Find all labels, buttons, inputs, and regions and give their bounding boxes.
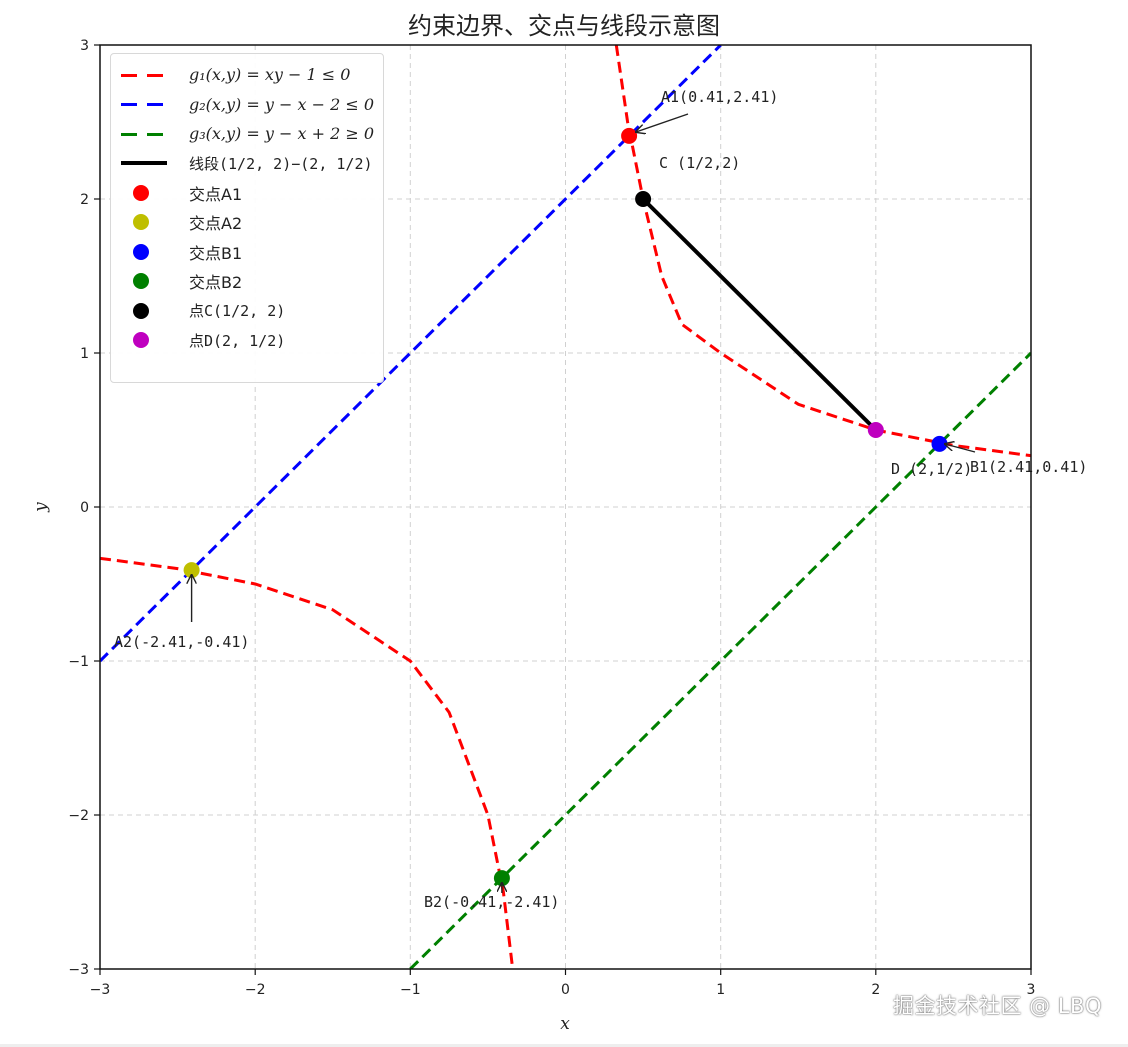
bottom-divider (0, 1044, 1128, 1047)
point-a1 (621, 127, 638, 144)
point-d (867, 422, 884, 438)
y-tick-label: 2 (80, 192, 89, 208)
x-axis-label: x (560, 1014, 570, 1034)
green-dashed-line-icon (119, 124, 179, 144)
legend-item-segment: 线段(1/2, 2)−(2, 1/2) (111, 149, 383, 179)
x-tick-label: −3 (90, 982, 111, 998)
arrow-b1 (945, 444, 976, 453)
legend: g₁(x,y) = xy − 1 ≤ 0 g₂(x,y) = y − x − 2… (110, 53, 384, 383)
x-tick-label: −1 (400, 982, 421, 998)
black-solid-line-icon (119, 153, 179, 173)
x-tick-label: 1 (716, 982, 725, 998)
yellow-dot-icon (119, 212, 179, 232)
legend-item-g2: g₂(x,y) = y − x − 2 ≤ 0 (111, 90, 383, 120)
annotation-a1: A1(0.41,2.41) (661, 88, 778, 106)
y-tick-label: 0 (80, 500, 89, 516)
y-ticks (94, 44, 100, 970)
x-ticks (99, 969, 1032, 975)
blue-dot-icon (119, 242, 179, 262)
g1-curve-left (100, 556, 515, 969)
g1-curve-right (614, 45, 1031, 458)
annotation-c: C (1/2,2) (659, 154, 740, 172)
y-tick-label: 1 (80, 346, 89, 362)
legend-item-g1: g₁(x,y) = xy − 1 ≤ 0 (111, 60, 383, 90)
x-tick-label: 3 (1027, 982, 1036, 998)
g2-line (100, 45, 722, 663)
annotation-b2: B2(-0.41,-2.41) (424, 893, 559, 911)
black-dot-icon (119, 301, 179, 321)
x-tick-label: 0 (561, 982, 570, 998)
legend-item-a2: 交点A2 (111, 208, 383, 238)
y-axis-label: y (31, 502, 51, 513)
annotation-a2: A2(-2.41,-0.41) (114, 633, 249, 651)
legend-item-a1: 交点A1 (111, 178, 383, 208)
blue-dashed-line-icon (119, 94, 179, 114)
segment-c-d (641, 197, 878, 432)
arrow-a1 (636, 113, 689, 132)
legend-item-b2: 交点B2 (111, 267, 383, 297)
point-c (635, 191, 652, 207)
annotation-d: D (2,1/2) (891, 460, 972, 478)
legend-item-c: 点C(1/2, 2) (111, 296, 383, 326)
y-tick-label: −1 (68, 654, 89, 670)
g3-line (409, 351, 1031, 969)
watermark: 掘金技术社区 @ LBQ (893, 994, 1102, 1018)
chart-title: 约束边界、交点与线段示意图 (408, 12, 720, 40)
magenta-dot-icon (119, 330, 179, 350)
red-dot-icon (119, 183, 179, 203)
green-dot-icon (119, 271, 179, 291)
y-tick-label: −3 (68, 962, 89, 978)
legend-item-d: 点D(2, 1/2) (111, 326, 383, 356)
legend-item-b1: 交点B1 (111, 237, 383, 267)
y-tick-label: 3 (80, 38, 89, 54)
red-dashed-line-icon (119, 65, 179, 85)
x-tick-label: 2 (871, 982, 880, 998)
legend-item-g3: g₃(x,y) = y − x + 2 ≥ 0 (111, 119, 383, 149)
y-tick-label: −2 (68, 808, 89, 824)
annotation-b1: B1(2.41,0.41) (970, 458, 1087, 476)
x-tick-label: −2 (245, 982, 266, 998)
